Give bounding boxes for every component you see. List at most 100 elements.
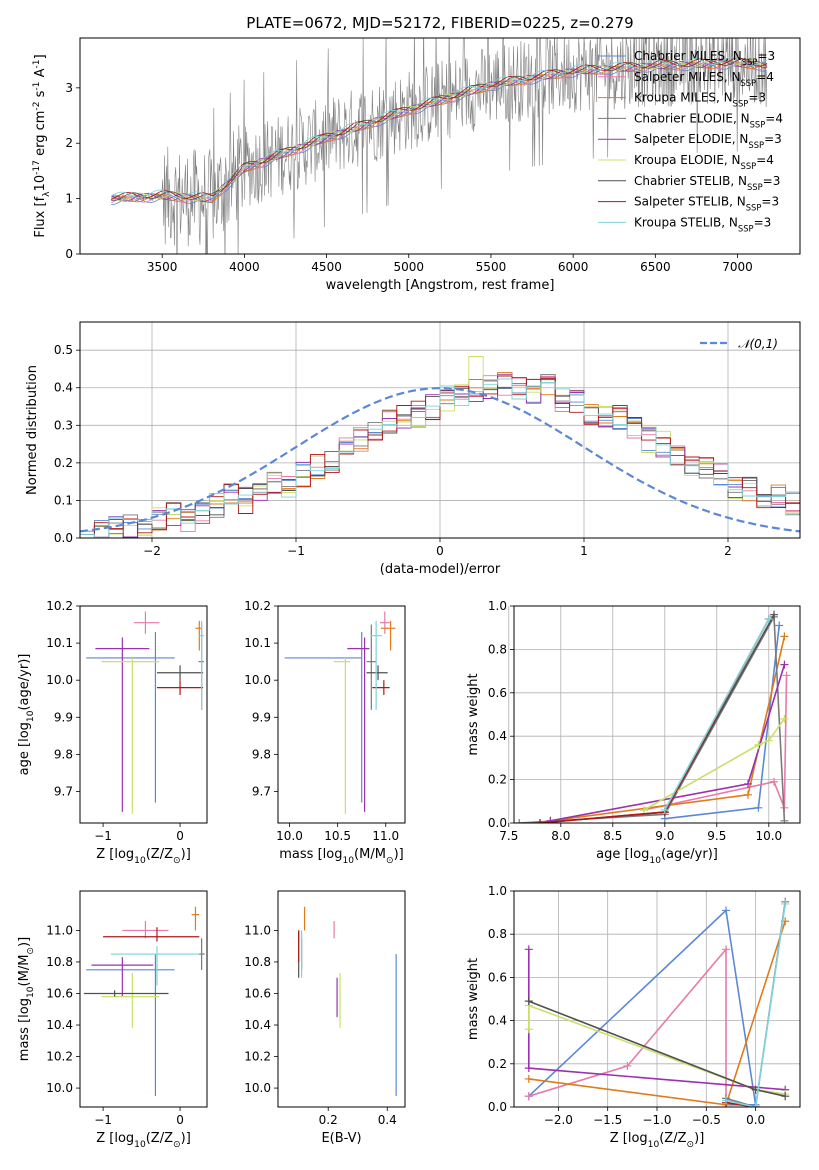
model-spectrum: [110, 56, 768, 199]
x-tick-label: −0.5: [692, 1113, 721, 1127]
y-tick-label: 1.0: [488, 884, 507, 898]
x-tick-label: −1: [287, 544, 305, 558]
x-tick-label: 8.0: [551, 829, 570, 843]
mass-weight-marker: [780, 660, 789, 669]
mass-weight-line: [528, 947, 727, 1105]
x-tick-label: 7.5: [499, 829, 518, 843]
x-tick-label: −1: [94, 829, 112, 843]
mass-weight-marker: [524, 997, 533, 1006]
legend: Chabrier MILES, NSSP=3 Salpeter MILES, NS…: [598, 49, 783, 233]
y-axis-label: mass [log10(M/M⊙)]: [17, 937, 36, 1061]
x-tick-label: 2: [724, 544, 732, 558]
y-tick-label: 0: [65, 247, 73, 261]
y-tick-label: 0.8: [488, 927, 507, 941]
mass-weight-marker: [640, 805, 648, 814]
plot-area: [83, 906, 205, 1096]
y-tick-label: 0.3: [54, 418, 73, 432]
plot-area: [80, 356, 800, 538]
plot-area: [515, 610, 791, 823]
x-axis-label: mass [log10(M/M⊙)]: [279, 847, 403, 866]
plot-area: [110, 38, 768, 254]
x-tick-label: 9.0: [655, 829, 674, 843]
y-tick-label: 10.4: [46, 1018, 73, 1032]
y-tick-label: 0.4: [54, 381, 73, 395]
mass-weight-marker: [751, 1103, 760, 1107]
y-axis-label: Normed distribution: [25, 365, 40, 495]
mass-weight-marker: [780, 816, 789, 823]
plot-age_vs_mass: 10.0 10.5 11.0 9.7 9.8 9.9 10.0 10.1 10.2 mass [l…: [244, 599, 406, 866]
observed-spectrum: [110, 38, 768, 254]
mass-weight-marker: [722, 906, 731, 915]
y-tick-label: 9.8: [54, 747, 73, 761]
mass-weight-marker: [524, 1092, 533, 1101]
mass-weight-marker: [722, 945, 731, 954]
mass-weight-marker: [781, 1092, 790, 1101]
x-tick-label: −1.0: [642, 1113, 671, 1127]
y-tick-label: 0.2: [488, 773, 507, 787]
x-tick-label: 4500: [311, 260, 342, 274]
mass-weight-marker: [780, 714, 789, 723]
mass-weight-marker: [764, 736, 773, 745]
x-tick-label: −1.5: [593, 1113, 622, 1127]
x-tick-label: 10.0: [276, 829, 303, 843]
plot-residuals: −2 −1 0 1 2 0.0 0.1 0.2 0.3 0.4 0.5 (data-model)/er…: [25, 321, 801, 577]
y-tick-label: 10.2: [244, 599, 271, 613]
y-tick-label: 10.0: [244, 1081, 271, 1095]
mass-weight-line: [528, 1004, 786, 1095]
mass-weight-marker: [536, 819, 544, 823]
legend-entry: Kroupa ELODIE, NSSP=4: [634, 153, 774, 171]
x-tick-label: 0.4: [378, 1113, 397, 1127]
x-tick-label: 9.5: [707, 829, 726, 843]
x-tick-label: 6500: [640, 260, 671, 274]
y-tick-label: 10.0: [244, 673, 271, 687]
x-tick-label: 0: [436, 544, 444, 558]
axes-frame: [79, 37, 801, 255]
y-tick-label: 10.2: [46, 1050, 73, 1064]
x-tick-label: 5500: [476, 260, 507, 274]
x-tick-label: −1: [94, 1113, 112, 1127]
gaussian-curve: [80, 386, 800, 533]
legend: 𝒩(0,1): [700, 337, 778, 351]
y-tick-label: 0.6: [488, 686, 507, 700]
axes-frame: [277, 605, 406, 824]
model-spectrum: [111, 59, 768, 202]
mass-weight-marker: [775, 621, 784, 630]
mass-weight-marker: [546, 816, 555, 823]
x-tick-label: 8.5: [603, 829, 622, 843]
mass-weight-marker: [744, 779, 752, 788]
x-tick-label: 0.0: [746, 1113, 765, 1127]
y-tick-label: 1.0: [488, 599, 507, 613]
legend-entry: Salpeter STELIB, NSSP=3: [634, 195, 779, 213]
x-tick-label: −2.0: [544, 1113, 573, 1127]
y-tick-label: 10.6: [46, 986, 73, 1000]
axes-frame: [79, 321, 801, 539]
mass-weight-marker: [781, 899, 790, 908]
mass-weight-line: [643, 675, 788, 811]
x-axis-label: (data-model)/error: [380, 562, 501, 577]
axes-frame: [79, 890, 208, 1108]
mass-weight-line: [664, 618, 770, 811]
mass-weight-marker: [524, 1025, 533, 1034]
y-tick-label: 11.0: [244, 923, 271, 937]
mass-weight-marker: [524, 1064, 533, 1073]
mass-weight-marker: [623, 1061, 632, 1070]
mass-weight-marker: [515, 819, 524, 823]
x-tick-label: 3500: [147, 260, 178, 274]
plot-weight_vs_age: 7.5 8.0 8.5 9.0 9.5 10.0 0.0 0.2 0.4 0.6 0.8 1.0 age…: [466, 599, 801, 866]
residual-histogram: [80, 378, 800, 538]
x-tick-label: 6000: [558, 260, 589, 274]
legend-entry: Kroupa MILES, NSSP=3: [634, 91, 766, 109]
mass-weight-marker: [764, 615, 773, 624]
y-axis-label: age [log10(age/yr)]: [17, 654, 36, 776]
mass-weight-marker: [524, 1074, 533, 1083]
plot-age_vs_Z: −1 0 9.7 9.8 9.9 10.0 10.1 10.2 Z [log10(Z/Z⊙)] a…: [17, 599, 208, 866]
y-axis-label: mass weight: [466, 958, 481, 1040]
y-tick-label: 2: [65, 136, 73, 150]
x-axis-label: wavelength [Angstrom, rest frame]: [326, 278, 555, 293]
y-tick-label: 10.2: [244, 1050, 271, 1064]
plot-weight_vs_Z: −2.0 −1.5 −1.0 −0.5 0.0 0.0 0.2 0.4 0.6 0.8 1.0 Z […: [466, 884, 801, 1150]
y-tick-label: 3: [65, 81, 73, 95]
x-tick-label: 1: [580, 544, 588, 558]
plot-area: [524, 897, 790, 1107]
